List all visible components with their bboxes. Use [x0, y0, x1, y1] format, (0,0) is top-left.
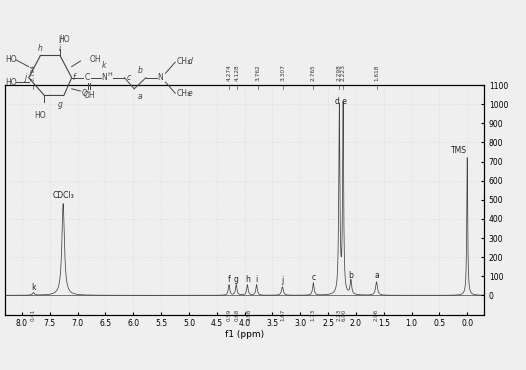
Text: i: i	[256, 275, 258, 283]
Text: k: k	[31, 283, 36, 292]
Text: f: f	[73, 73, 75, 82]
Text: d: d	[188, 57, 193, 65]
Text: 1.73: 1.73	[310, 309, 316, 322]
Text: 3.307: 3.307	[281, 64, 286, 81]
Text: 3.762: 3.762	[255, 65, 260, 81]
Text: 6.00: 6.00	[342, 309, 347, 322]
Text: 2.298: 2.298	[337, 64, 342, 81]
Text: 4.274: 4.274	[227, 64, 232, 81]
X-axis label: f1 (ppm): f1 (ppm)	[225, 330, 264, 339]
Text: N: N	[101, 73, 107, 82]
Text: 0.41: 0.41	[31, 309, 36, 322]
Text: CH₃: CH₃	[176, 89, 190, 98]
Text: j: j	[281, 276, 284, 285]
Text: e: e	[188, 89, 193, 98]
Text: j: j	[25, 73, 27, 82]
Text: CDCl₃: CDCl₃	[52, 191, 74, 200]
Text: b: b	[138, 67, 143, 75]
Text: c: c	[311, 273, 316, 282]
Text: b: b	[348, 270, 353, 279]
Text: k: k	[102, 61, 106, 70]
Text: f: f	[228, 275, 230, 283]
Text: 2.06: 2.06	[374, 309, 379, 322]
Text: j: j	[60, 34, 63, 43]
Text: i: i	[59, 44, 61, 53]
Text: O: O	[82, 89, 87, 98]
Text: 2.765: 2.765	[311, 65, 316, 81]
Text: g: g	[57, 100, 63, 109]
Text: C: C	[84, 73, 89, 82]
Text: TMS: TMS	[451, 146, 467, 155]
Text: g: g	[234, 275, 239, 283]
Text: OH: OH	[84, 91, 95, 100]
Text: c: c	[126, 73, 130, 82]
Text: 1.88: 1.88	[247, 309, 251, 322]
Text: 1.67: 1.67	[280, 309, 285, 322]
Text: 1.618: 1.618	[375, 65, 380, 81]
Text: 2.223: 2.223	[341, 64, 346, 81]
Text: OH: OH	[89, 56, 101, 64]
Text: h: h	[38, 44, 43, 53]
Text: h: h	[245, 275, 250, 283]
Text: N: N	[157, 73, 163, 82]
Text: d e: d e	[335, 97, 347, 106]
Text: HO: HO	[5, 56, 17, 64]
Text: HO: HO	[5, 78, 17, 87]
Text: HO: HO	[58, 36, 69, 44]
Text: a: a	[138, 92, 143, 101]
Text: CH₃: CH₃	[176, 57, 190, 65]
Text: HO: HO	[35, 111, 46, 120]
Text: 7.794: 7.794	[31, 64, 36, 81]
Text: H: H	[108, 72, 113, 77]
Text: 0.68: 0.68	[235, 309, 240, 322]
Text: 0.59: 0.59	[227, 309, 231, 322]
Text: 2.23: 2.23	[337, 309, 342, 322]
Text: a: a	[374, 272, 379, 280]
Text: 4.128: 4.128	[235, 65, 240, 81]
